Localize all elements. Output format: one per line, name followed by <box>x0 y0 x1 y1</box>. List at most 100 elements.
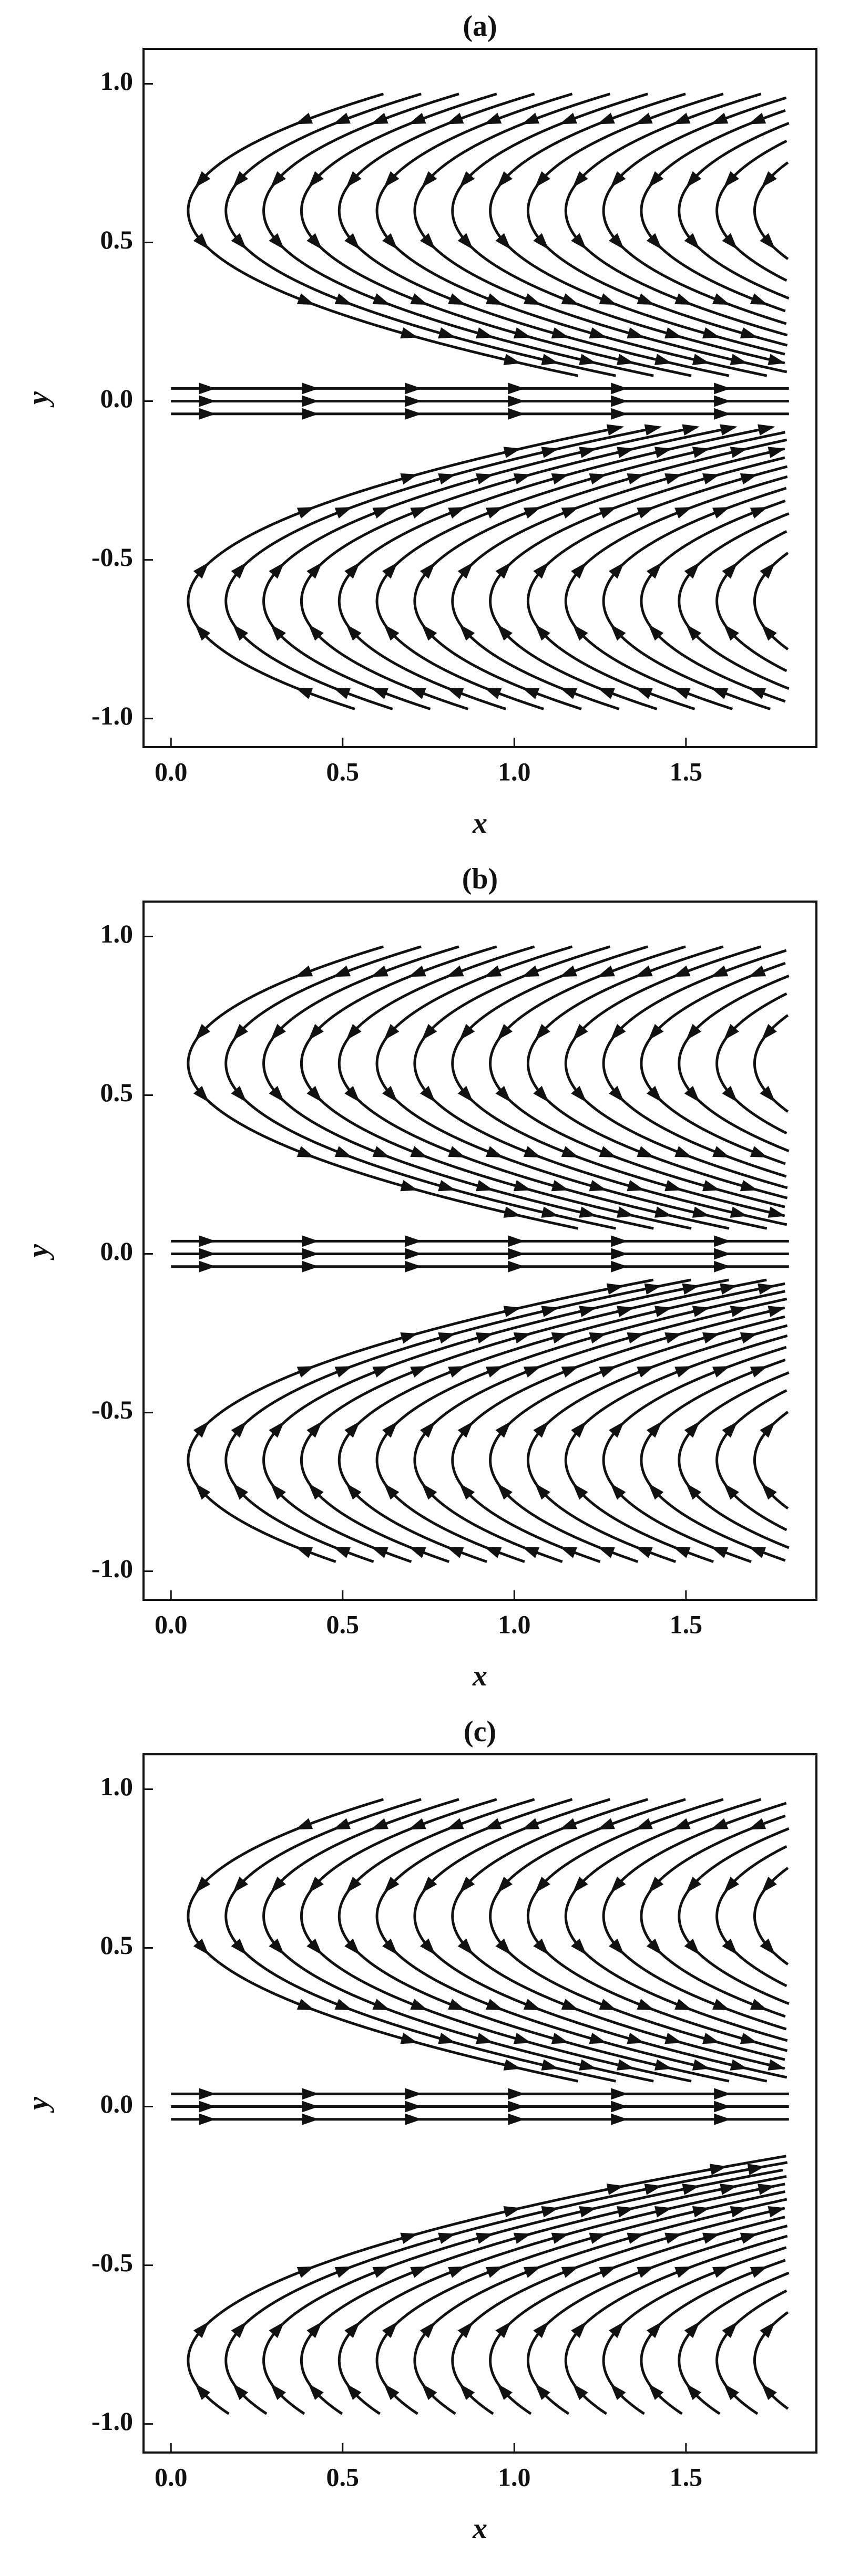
arrow-head <box>306 1085 322 1103</box>
arrow-head <box>740 327 758 339</box>
arrow-head <box>410 1999 428 2011</box>
arrow-head <box>750 1366 768 1378</box>
y-tick-label: -1.0 <box>91 701 133 730</box>
arrow-head <box>485 293 504 305</box>
arrow-head <box>722 1938 738 1956</box>
arrow-head <box>513 473 531 485</box>
chart-title: (c) <box>464 1715 496 1748</box>
arrow-head <box>609 233 625 250</box>
arrow-head <box>370 1818 388 1830</box>
arrow-head <box>495 1085 511 1103</box>
arrow-head <box>270 1483 286 1500</box>
arrow-head <box>768 1306 786 1317</box>
x-tick-label: 1.0 <box>498 757 531 786</box>
arrow-head <box>710 965 729 977</box>
arrow-head <box>686 1023 702 1041</box>
arrow-head <box>571 562 587 579</box>
arrow-head <box>748 112 766 125</box>
y-tick-label: -0.5 <box>91 542 133 572</box>
arrow-head <box>497 1876 513 1894</box>
arrow-head <box>405 1235 422 1247</box>
y-tick-label: -0.5 <box>91 1395 133 1424</box>
arrow-head <box>674 1366 692 1378</box>
arrow-head <box>495 1938 511 1956</box>
arrow-head <box>410 1366 428 1378</box>
arrow-head <box>231 2321 247 2339</box>
arrow-head <box>344 233 360 250</box>
arrow-head <box>302 382 319 395</box>
arrow-head <box>610 1483 626 1500</box>
arrow-head <box>420 1421 436 1438</box>
arrow-head <box>635 1546 653 1558</box>
arrow-head <box>199 395 216 407</box>
arrow-head <box>611 1260 628 1273</box>
streamline <box>262 1278 729 1563</box>
arrow-head <box>372 507 391 519</box>
arrow-head <box>723 624 739 641</box>
x-tick-label: 0.5 <box>326 2462 360 2491</box>
arrow-head <box>611 408 628 420</box>
arrow-head <box>513 2232 531 2244</box>
arrow-head <box>760 562 775 579</box>
arrow-head <box>408 112 426 125</box>
arrow-head <box>302 1235 319 1247</box>
arrow-head <box>269 1938 284 1956</box>
x-axis-label: x <box>472 807 487 840</box>
arrow-head <box>571 233 587 250</box>
arrow-head <box>523 293 541 305</box>
arrow-head <box>684 1085 700 1103</box>
arrow-head <box>561 2266 579 2278</box>
arrow-head <box>484 687 502 699</box>
arrow-head <box>714 2088 731 2100</box>
arrow-head <box>714 1260 731 1273</box>
x-tick-label: 0.0 <box>155 757 188 786</box>
arrow-head <box>617 1206 635 1218</box>
arrow-head <box>459 1876 475 1894</box>
arrow-head <box>503 1206 521 1218</box>
arrow-head <box>579 354 597 365</box>
streamline <box>337 1798 730 2083</box>
y-tick-label: 0.5 <box>100 1078 134 1107</box>
streamlines <box>171 1798 790 2415</box>
streamline <box>602 1802 787 2031</box>
arrow-head <box>420 233 436 250</box>
streamline <box>715 530 787 673</box>
arrow-head <box>232 1876 249 1894</box>
arrow-head <box>475 1180 494 1192</box>
arrow-head <box>295 687 313 699</box>
arrow-head <box>611 2113 628 2125</box>
arrow-head <box>702 473 720 485</box>
arrow-head <box>579 2059 597 2071</box>
streamline <box>187 426 622 710</box>
arrow-head <box>535 1023 550 1041</box>
arrow-head <box>541 1206 559 1218</box>
arrow-head <box>768 447 786 458</box>
arrow-head <box>561 1146 579 1158</box>
arrow-head <box>712 507 730 519</box>
streamline <box>224 2161 788 2415</box>
arrow-head <box>308 1023 324 1041</box>
arrow-head <box>535 2383 550 2401</box>
arrow-head <box>750 1146 768 1158</box>
streamline <box>602 1346 787 1563</box>
arrow-head <box>599 1146 617 1158</box>
arrow-head <box>523 2266 541 2278</box>
arrow-head <box>400 2232 418 2244</box>
arrow-head <box>448 1146 466 1158</box>
arrow-head <box>410 2266 428 2278</box>
arrow-head <box>302 1260 319 1273</box>
streamline <box>451 447 785 710</box>
arrow-head <box>684 2321 700 2339</box>
arrow-head <box>485 2266 504 2278</box>
arrow-head <box>484 1546 502 1558</box>
arrow-head <box>269 1421 284 1438</box>
arrow-head <box>637 293 655 305</box>
arrow-head <box>654 1306 672 1317</box>
streamline <box>300 92 692 377</box>
arrow-head <box>306 1421 322 1438</box>
streamline <box>489 945 785 1208</box>
arrow-head <box>421 2383 437 2401</box>
arrow-head <box>579 447 597 458</box>
x-tick-label: 0.0 <box>155 2462 188 2491</box>
